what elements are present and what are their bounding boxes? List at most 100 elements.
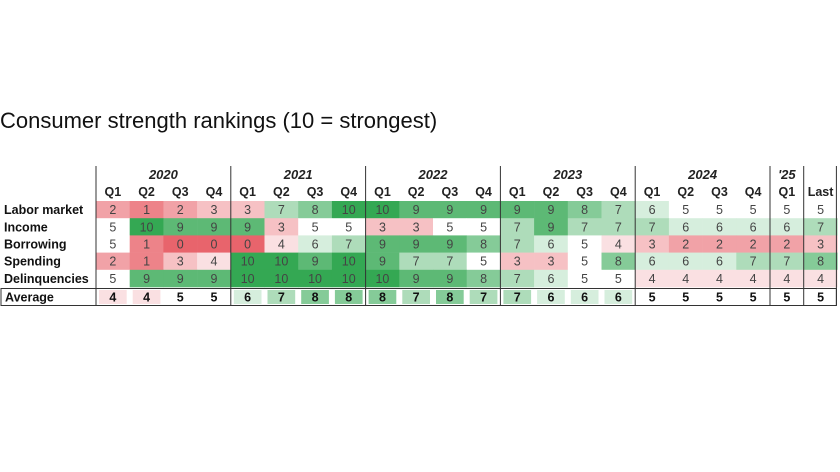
heat-cell bbox=[635, 201, 670, 219]
year-label: 2020 bbox=[148, 167, 179, 182]
cell-value: 5 bbox=[480, 220, 487, 234]
heat-cell bbox=[331, 201, 366, 219]
heat-cell bbox=[466, 218, 501, 236]
cell-value: 5 bbox=[750, 203, 757, 217]
cell-value: 10 bbox=[342, 272, 356, 286]
average-value: 5 bbox=[783, 291, 790, 305]
cell-value: 2 bbox=[109, 255, 116, 269]
row-label: Delinquencies bbox=[4, 272, 89, 286]
cell-value: 3 bbox=[210, 203, 217, 217]
cell-value: 10 bbox=[308, 272, 322, 286]
heat-cell bbox=[163, 218, 198, 236]
heat-cell bbox=[702, 235, 737, 253]
cell-value: 7 bbox=[514, 272, 521, 286]
cell-value: 5 bbox=[109, 272, 116, 286]
heat-cell bbox=[770, 252, 804, 271]
quarter-label: Q2 bbox=[543, 185, 560, 199]
quarter-label: Q1 bbox=[374, 185, 391, 199]
cell-value: 3 bbox=[514, 255, 521, 269]
cell-value: 5 bbox=[581, 238, 588, 252]
heat-cell bbox=[96, 201, 130, 219]
average-cell bbox=[334, 290, 363, 304]
cell-value: 2 bbox=[750, 238, 757, 252]
cell-value: 8 bbox=[480, 238, 487, 252]
average-cell bbox=[705, 290, 734, 304]
heat-cell bbox=[230, 269, 265, 288]
heat-cell bbox=[331, 252, 366, 271]
average-value: 5 bbox=[177, 291, 184, 305]
quarter-label: Q1 bbox=[644, 185, 661, 199]
cell-value: 9 bbox=[244, 220, 251, 234]
heat-cell bbox=[298, 252, 333, 271]
cell-value: 4 bbox=[615, 238, 622, 252]
heat-cell bbox=[399, 218, 434, 236]
cell-value: 5 bbox=[817, 203, 824, 217]
heat-cell bbox=[803, 218, 838, 236]
year-label: 2021 bbox=[283, 167, 313, 182]
heat-cell bbox=[129, 252, 164, 271]
cell-value: 6 bbox=[783, 220, 790, 234]
heat-cell bbox=[129, 218, 164, 236]
heat-cell bbox=[365, 269, 400, 288]
cell-value: 2 bbox=[682, 238, 689, 252]
heat-cell bbox=[163, 201, 198, 219]
cell-value: 5 bbox=[345, 220, 352, 234]
cell-value: 8 bbox=[817, 255, 824, 269]
cell-value: 0 bbox=[177, 238, 184, 252]
heat-cell bbox=[197, 218, 232, 236]
quarter-label: Q4 bbox=[745, 185, 762, 199]
cell-value: 6 bbox=[750, 220, 757, 234]
average-cell bbox=[469, 290, 498, 304]
heat-cell bbox=[197, 201, 232, 219]
cell-value: 10 bbox=[342, 255, 356, 269]
cell-value: 9 bbox=[446, 272, 453, 286]
cell-value: 6 bbox=[682, 220, 689, 234]
cell-value: 9 bbox=[547, 203, 554, 217]
average-value: 8 bbox=[446, 291, 453, 305]
heat-cell bbox=[298, 235, 333, 253]
cell-value: 0 bbox=[244, 238, 251, 252]
heat-cell bbox=[96, 269, 130, 288]
cell-value: 4 bbox=[210, 255, 217, 269]
heat-cell bbox=[298, 269, 333, 288]
row-label: Labor market bbox=[4, 203, 84, 217]
cell-value: 5 bbox=[716, 203, 723, 217]
row-label: Spending bbox=[4, 255, 61, 269]
quarter-label: Q3 bbox=[576, 185, 593, 199]
average-value: 6 bbox=[615, 291, 622, 305]
cell-value: 4 bbox=[716, 272, 723, 286]
heat-cell bbox=[770, 269, 804, 288]
heat-cell bbox=[736, 269, 771, 288]
average-cell bbox=[604, 290, 633, 304]
heat-cell bbox=[96, 252, 130, 271]
heat-cell bbox=[736, 218, 771, 236]
average-cell bbox=[267, 290, 296, 304]
average-cell bbox=[671, 290, 700, 304]
cell-value: 4 bbox=[750, 272, 757, 286]
average-cell bbox=[773, 290, 801, 304]
average-cell bbox=[806, 290, 835, 304]
heat-cell bbox=[433, 269, 467, 288]
heat-cell bbox=[702, 252, 737, 271]
heat-cell bbox=[298, 201, 333, 219]
cell-value: 9 bbox=[177, 272, 184, 286]
heat-cell bbox=[197, 252, 232, 271]
cell-value: 7 bbox=[514, 238, 521, 252]
cell-value: 6 bbox=[716, 220, 723, 234]
cell-value: 2 bbox=[783, 238, 790, 252]
heat-cell bbox=[466, 201, 501, 219]
cell-value: 6 bbox=[716, 255, 723, 269]
heat-cell bbox=[433, 201, 467, 219]
cell-value: 7 bbox=[446, 255, 453, 269]
heat-cell bbox=[803, 252, 838, 271]
average-value: 7 bbox=[278, 291, 285, 305]
quarter-label: Q3 bbox=[711, 185, 728, 199]
heat-cell bbox=[567, 235, 602, 253]
average-cell bbox=[638, 290, 666, 304]
cell-value: 7 bbox=[345, 238, 352, 252]
heat-cell bbox=[264, 235, 299, 253]
heat-cell bbox=[500, 269, 535, 288]
cell-value: 3 bbox=[649, 238, 656, 252]
heat-cell bbox=[803, 269, 838, 288]
cell-value: 5 bbox=[109, 238, 116, 252]
